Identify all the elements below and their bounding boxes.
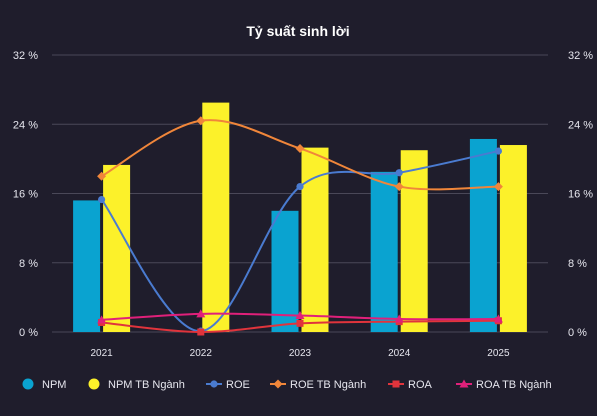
legend-swatch-npm-tb-ngành [88,378,100,390]
point-roe-tb-ngành [394,182,404,192]
y-tick-label-left: 8 % [19,258,38,270]
bar-npm-tb-ngành [400,150,428,332]
x-tick-label: 2021 [90,348,113,359]
line-layer [97,116,503,336]
legend-label-npm-tb-ngành: NPM TB Ngành [108,379,185,391]
chart-title: Tỷ suất sinh lời [246,23,349,39]
bar-npm [469,138,497,332]
axis-layer: 0 % 0 % 8 % 8 % 16 % 16 % 24 % 24 % 32 % 32 % 2021… [13,50,593,359]
point-roe [494,147,502,155]
bar-npm-tb-ngành [301,147,329,332]
bar-npm-tb-ngành [202,102,230,332]
y-tick-label-right: 16 % [568,189,593,201]
legend-label-roe-tb-ngành: ROE TB Ngành [290,379,366,391]
legend-marker-roe [210,380,218,388]
legend: NPM NPM TB Ngành ROE ROE TB Ngành ROA ROA TB … [22,378,552,391]
point-roe-tb-ngành [493,182,503,192]
legend-marker-roa [392,380,400,388]
legend-label-npm: NPM [42,379,66,391]
bar-npm [370,171,398,332]
bar-npm-tb-ngành [499,145,527,332]
y-tick-label-right: 24 % [568,119,593,131]
legend-marker-roa-tb-ngành [459,379,469,388]
x-tick-label: 2024 [388,348,411,359]
point-roe-tb-ngành [97,171,107,181]
y-tick-label-right: 8 % [568,258,587,270]
point-roa-tb-ngành [196,309,206,318]
point-roe-tb-ngành [295,143,305,153]
bar-layer [73,102,527,332]
point-roa-tb-ngành [493,314,503,323]
y-tick-label-left: 24 % [13,119,38,131]
x-tick-label: 2023 [289,348,312,359]
bar-npm [73,200,101,332]
grid-layer [52,54,548,333]
legend-swatch-npm [22,378,34,390]
legend-label-roe: ROE [226,379,250,391]
point-roa [296,319,304,327]
legend-label-roa: ROA [408,379,433,391]
legend-marker-roe-tb-ngành [273,379,283,389]
legend-label-roa-tb-ngành: ROA TB Ngành [476,379,552,391]
point-roe [395,169,403,177]
y-tick-label-left: 16 % [13,189,38,201]
point-roe [98,195,106,204]
point-roe-tb-ngành [196,116,206,126]
bar-npm-tb-ngành [103,164,131,332]
point-roa-tb-ngành [394,314,404,323]
y-tick-label-left: 0 % [19,327,38,339]
x-tick-label: 2022 [190,348,213,359]
y-tick-label-left: 32 % [13,50,38,62]
point-roe [296,182,304,191]
point-roa-tb-ngành [97,315,107,324]
y-tick-label-right: 32 % [568,50,593,62]
bar-npm [271,210,299,332]
line-roe-tb-ngành [101,119,499,191]
point-roa-tb-ngành [295,311,305,320]
line-roe [100,150,499,333]
x-tick-label: 2025 [487,348,510,359]
y-tick-label-right: 0 % [568,327,587,339]
point-roa [197,328,205,336]
